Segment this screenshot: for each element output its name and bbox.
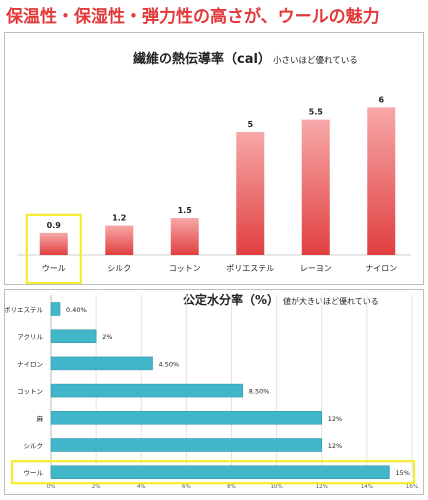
chart2-value-label: 12% xyxy=(328,442,342,450)
chart2-x-tick-label: 4% xyxy=(137,484,146,490)
chart2-bar xyxy=(50,302,61,316)
chart1-bar xyxy=(301,119,330,255)
chart2-value-label: 2% xyxy=(102,333,112,341)
chart1-bar xyxy=(105,225,134,255)
chart2-category-label: アクリル xyxy=(17,333,43,341)
chart1-value-label: 1.5 xyxy=(178,206,193,215)
chart2-x-tick-label: 12% xyxy=(316,484,328,490)
moisture-regain-chart: 公定水分率（%） 値が大きいほど優れている 0%2%4%6%8%10%12%14… xyxy=(4,289,424,495)
chart1-category-label: コットン xyxy=(169,264,201,273)
chart2-x-tick-label: 14% xyxy=(361,484,373,490)
moisture-regain-plot: 公定水分率（%） 値が大きいほど優れている 0%2%4%6%8%10%12%14… xyxy=(4,292,418,490)
chart2-value-label: 0.40% xyxy=(66,306,87,314)
chart1-category-label: ナイロン xyxy=(365,264,397,273)
headline: 保温性・保湿性・弾力性の高さが、ウールの魅力 xyxy=(6,7,380,27)
chart2-category-label: 麻 xyxy=(37,414,44,423)
chart1-bar xyxy=(367,107,396,255)
chart2-value-label: 4.50% xyxy=(159,360,180,368)
chart1-value-label: 1.2 xyxy=(112,213,126,222)
chart1-value-label: 5.5 xyxy=(309,108,324,117)
thermal-conductivity-chart: 繊維の熱伝導率（cal） 小さいほど優れている 0.9 ウール 1.2 シルク 1.5 コ… xyxy=(4,32,424,285)
chart2-category-label: シルク xyxy=(24,442,44,450)
chart2-value-label: 12% xyxy=(328,415,342,423)
chart2-category-label: ウール xyxy=(24,469,44,477)
chart2-subtitle: 値が大きいほど優れている xyxy=(283,296,379,306)
chart1-bar xyxy=(39,232,68,255)
chart1-title: 繊維の熱伝導率（cal） xyxy=(133,51,271,67)
chart2-x-tick-label: 0% xyxy=(47,484,56,490)
chart2-bar xyxy=(50,383,244,398)
chart2-highlight-box xyxy=(10,460,416,485)
chart1-bar xyxy=(236,131,265,255)
chart1-value-label: 6 xyxy=(378,95,384,104)
chart1-category-label: ポリエステル xyxy=(226,264,274,273)
chart1-value-label: 5 xyxy=(247,120,253,129)
chart1-category-label: ウール xyxy=(42,264,66,273)
chart2-bar xyxy=(50,438,322,452)
chart2-x-tick-label: 10% xyxy=(271,484,283,490)
chart1-value-label: 0.9 xyxy=(47,221,62,230)
chart2-bar xyxy=(50,329,97,343)
chart2-category-label: ナイロン xyxy=(17,360,43,368)
chart2-x-tick-label: 2% xyxy=(92,484,101,490)
chart2-bar xyxy=(50,465,390,479)
chart2-bar xyxy=(50,356,153,371)
chart2-x-tick-label: 6% xyxy=(182,484,191,490)
thermal-conductivity-plot: 繊維の熱伝導率（cal） 小さいほど優れている 0.9 ウール 1.2 シルク 1.5 コ… xyxy=(17,51,411,285)
chart2-category-label: コットン xyxy=(17,388,43,396)
chart1-bar xyxy=(170,218,199,255)
chart2-bar xyxy=(50,411,322,425)
chart2-value-label: 8.50% xyxy=(249,388,270,396)
chart2-value-label: 15% xyxy=(395,469,409,477)
chart1-highlight-box xyxy=(25,213,82,285)
chart2-x-tick-label: 16% xyxy=(406,484,418,490)
chart1-category-label: レーヨン xyxy=(300,264,332,273)
chart2-x-tick-label: 8% xyxy=(227,484,236,490)
chart2-category-label: ポリエステル xyxy=(5,306,44,314)
chart1-subtitle: 小さいほど優れている xyxy=(273,55,358,66)
chart1-category-label: シルク xyxy=(107,264,131,273)
